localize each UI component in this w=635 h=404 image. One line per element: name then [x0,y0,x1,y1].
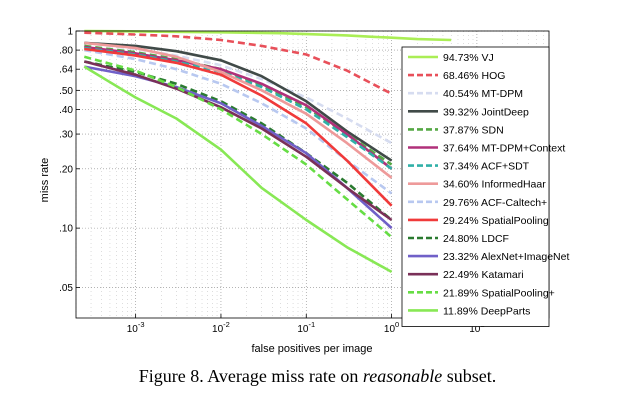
x-axis-label: false positives per image [251,343,372,355]
y-tick-label-5: .30 [59,130,73,141]
legend-entry-12: 22.49% Katamari [443,269,524,281]
y-tick-label-3: .50 [59,86,73,97]
x-tick-label-0: 10-3 [127,320,145,335]
caption-emphasis: reasonable [362,366,443,386]
x-tick-label-2: 10-1 [297,320,315,335]
legend-entry-10: 24.80% LDCF [443,233,509,245]
x-tick-label-3: 100 [384,320,399,335]
y-tick-label-6: .20 [59,164,73,175]
series-line-13 [83,55,393,239]
series-line-9 [84,47,393,207]
figure-caption: Figure 8. Average miss rate on reasonabl… [0,366,635,387]
x-tick-label-1: 10-2 [212,320,230,335]
legend-entry-9: 29.24% SpatialPooling [443,215,549,227]
legend-entry-6: 37.34% ACF+SDT [443,161,530,173]
series-line-14 [83,65,393,274]
legend-entry-14: 11.89% DeepParts [443,305,530,317]
caption-prefix: Figure 8. Average miss rate on [138,366,363,386]
y-tick-label-2: .64 [59,65,73,76]
y-axis-label: miss rate [39,158,51,203]
series-line-0 [84,29,452,42]
series-layer [83,29,452,274]
y-tick-label-4: .40 [59,105,73,116]
series-line-12 [83,60,393,222]
caption-suffix: subset. [442,366,497,386]
legend-entry-7: 34.60% InformedHaar [443,179,546,191]
legend-entry-2: 40.54% MT-DPM [443,88,523,100]
series-line-7 [84,41,393,179]
y-tick-label-8: .05 [59,283,73,294]
legend-entry-5: 37.64% MT-DPM+Context [443,143,565,155]
legend-entry-1: 68.46% HOG [443,70,505,82]
legend: 94.73% VJ 68.46% HOG 40.54% MT-DPM 39.32% J… [401,46,569,327]
legend-entry-0: 94.73% VJ [443,52,494,64]
series-line-1 [84,31,393,95]
y-tick-label-7: .10 [59,224,73,235]
legend-entry-4: 37.87% SDN [443,124,504,136]
series-line-3 [84,41,393,162]
legend-entry-11: 23.32% AlexNet+ImageNet [443,251,569,263]
legend-entry-13: 21.89% SpatialPooling+ [443,287,555,299]
y-tick-label-1: .80 [59,46,73,57]
legend-entry-3: 39.32% JointDeep [443,106,529,118]
legend-entry-8: 29.76% ACF-Caltech+ [443,197,547,209]
chart: 10-310-210-11001011.80.64.50.40.30.20.10… [39,27,569,356]
y-tick-label-0: 1 [67,27,73,38]
